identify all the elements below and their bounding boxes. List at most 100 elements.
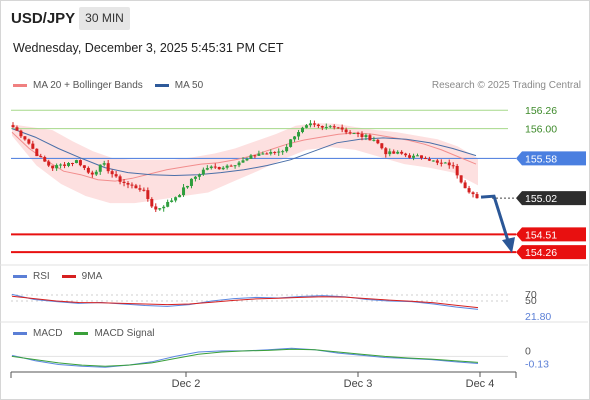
candle-body xyxy=(455,165,459,176)
candle-body xyxy=(360,133,364,137)
rsi-level-label: 70 xyxy=(525,289,537,301)
candle-body xyxy=(106,163,110,172)
candle-body xyxy=(443,162,447,164)
candle-body xyxy=(451,165,455,167)
candle-body xyxy=(221,167,225,170)
candle-body xyxy=(78,160,82,166)
candle-body xyxy=(328,126,332,128)
rsi-legend-label: RSI xyxy=(33,271,50,282)
candle-body xyxy=(273,152,277,154)
ma50-line xyxy=(11,128,477,177)
candle-body xyxy=(408,155,412,158)
candle-body xyxy=(185,185,189,188)
candle-body xyxy=(423,158,427,160)
candle-body xyxy=(47,161,51,166)
candle-body xyxy=(63,164,67,166)
x-tick-label: Dec 4 xyxy=(466,378,495,390)
candle-body xyxy=(380,143,384,149)
datetime-label: Wednesday, December 3, 2025 5:45:31 PM C… xyxy=(13,41,284,55)
candle-body xyxy=(281,151,285,153)
candle-body xyxy=(86,167,90,173)
candle-body xyxy=(134,185,138,189)
candle-body xyxy=(356,133,360,135)
candle-body xyxy=(412,155,416,158)
candle-body xyxy=(174,197,178,201)
pivot-label-tag xyxy=(516,151,586,166)
candle-body xyxy=(297,132,301,137)
candle-body xyxy=(102,163,106,165)
candle-body xyxy=(110,171,114,175)
candle-body xyxy=(19,130,23,137)
symbol-title: USD/JPY xyxy=(11,10,76,27)
resistance-label: 156.26 xyxy=(525,105,557,117)
candle-body xyxy=(170,200,174,202)
candle-body xyxy=(118,176,122,182)
rsi-ma-legend-swatch xyxy=(61,275,76,278)
candle-body xyxy=(301,127,305,133)
candle-body xyxy=(154,206,158,210)
candle-body xyxy=(55,165,59,169)
candle-body xyxy=(150,198,154,207)
candle-body xyxy=(162,206,166,209)
last-price-label-tag xyxy=(516,191,586,206)
resistance-label: 156.00 xyxy=(525,124,557,136)
ma20-legend-label: MA 20 + Bollinger Bands xyxy=(33,80,143,91)
candle-body xyxy=(245,158,249,161)
candle-body xyxy=(146,190,150,199)
candle-body xyxy=(189,178,193,186)
candle-body xyxy=(364,135,368,137)
candle-body xyxy=(376,139,380,144)
candle-body xyxy=(435,160,439,163)
candle-body xyxy=(285,146,289,152)
ma50-legend-swatch xyxy=(154,84,169,87)
candle-body xyxy=(67,163,71,166)
candle-body xyxy=(336,127,340,129)
candle-body xyxy=(467,188,471,193)
macd-legend-swatch xyxy=(13,332,27,335)
candle-body xyxy=(316,124,320,127)
candle-body xyxy=(471,192,475,195)
candle-body xyxy=(439,162,443,164)
candle-body xyxy=(205,168,209,170)
candle-body xyxy=(372,139,376,141)
candle-body xyxy=(23,136,27,140)
candle-body xyxy=(463,182,467,189)
candle-body xyxy=(130,184,134,186)
rsi-ma-legend-label: 9MA xyxy=(81,271,103,282)
candle-body xyxy=(98,164,102,172)
candle-body xyxy=(261,153,265,155)
macd-signal-legend-swatch xyxy=(74,332,89,335)
candle-body xyxy=(122,181,126,183)
candle-body xyxy=(352,133,356,135)
rsi-line xyxy=(11,293,479,310)
ma20-legend-swatch xyxy=(13,84,27,87)
timeframe-button[interactable]: 30 MIN xyxy=(79,7,130,30)
candle-body xyxy=(31,143,35,149)
candle-body xyxy=(368,135,372,141)
candle-body xyxy=(475,194,479,199)
rsi-legend: RSI 9MA xyxy=(13,271,102,282)
macd-value-label: -0.13 xyxy=(525,358,549,370)
candle-body xyxy=(344,129,348,133)
candle-body xyxy=(178,195,182,198)
macd-signal-legend-label: MACD Signal xyxy=(94,328,155,339)
candle-body xyxy=(459,175,463,183)
candle-body xyxy=(225,165,229,168)
candle-body xyxy=(293,136,297,140)
candle-body xyxy=(384,148,388,155)
support-label: 154.26 xyxy=(525,247,557,259)
candle-body xyxy=(404,153,408,156)
candle-body xyxy=(142,189,146,191)
candle-body xyxy=(324,126,328,128)
macd-legend-label: MACD xyxy=(33,328,63,339)
candle-body xyxy=(94,171,98,175)
candle-body xyxy=(277,151,281,153)
candle-body xyxy=(431,160,435,162)
candle-body xyxy=(340,127,344,130)
candle-body xyxy=(269,152,273,154)
candle-body xyxy=(233,165,237,167)
x-tick-label: Dec 3 xyxy=(344,378,373,390)
forecast-arrow-line xyxy=(480,194,511,245)
support-label-tag xyxy=(516,227,586,242)
